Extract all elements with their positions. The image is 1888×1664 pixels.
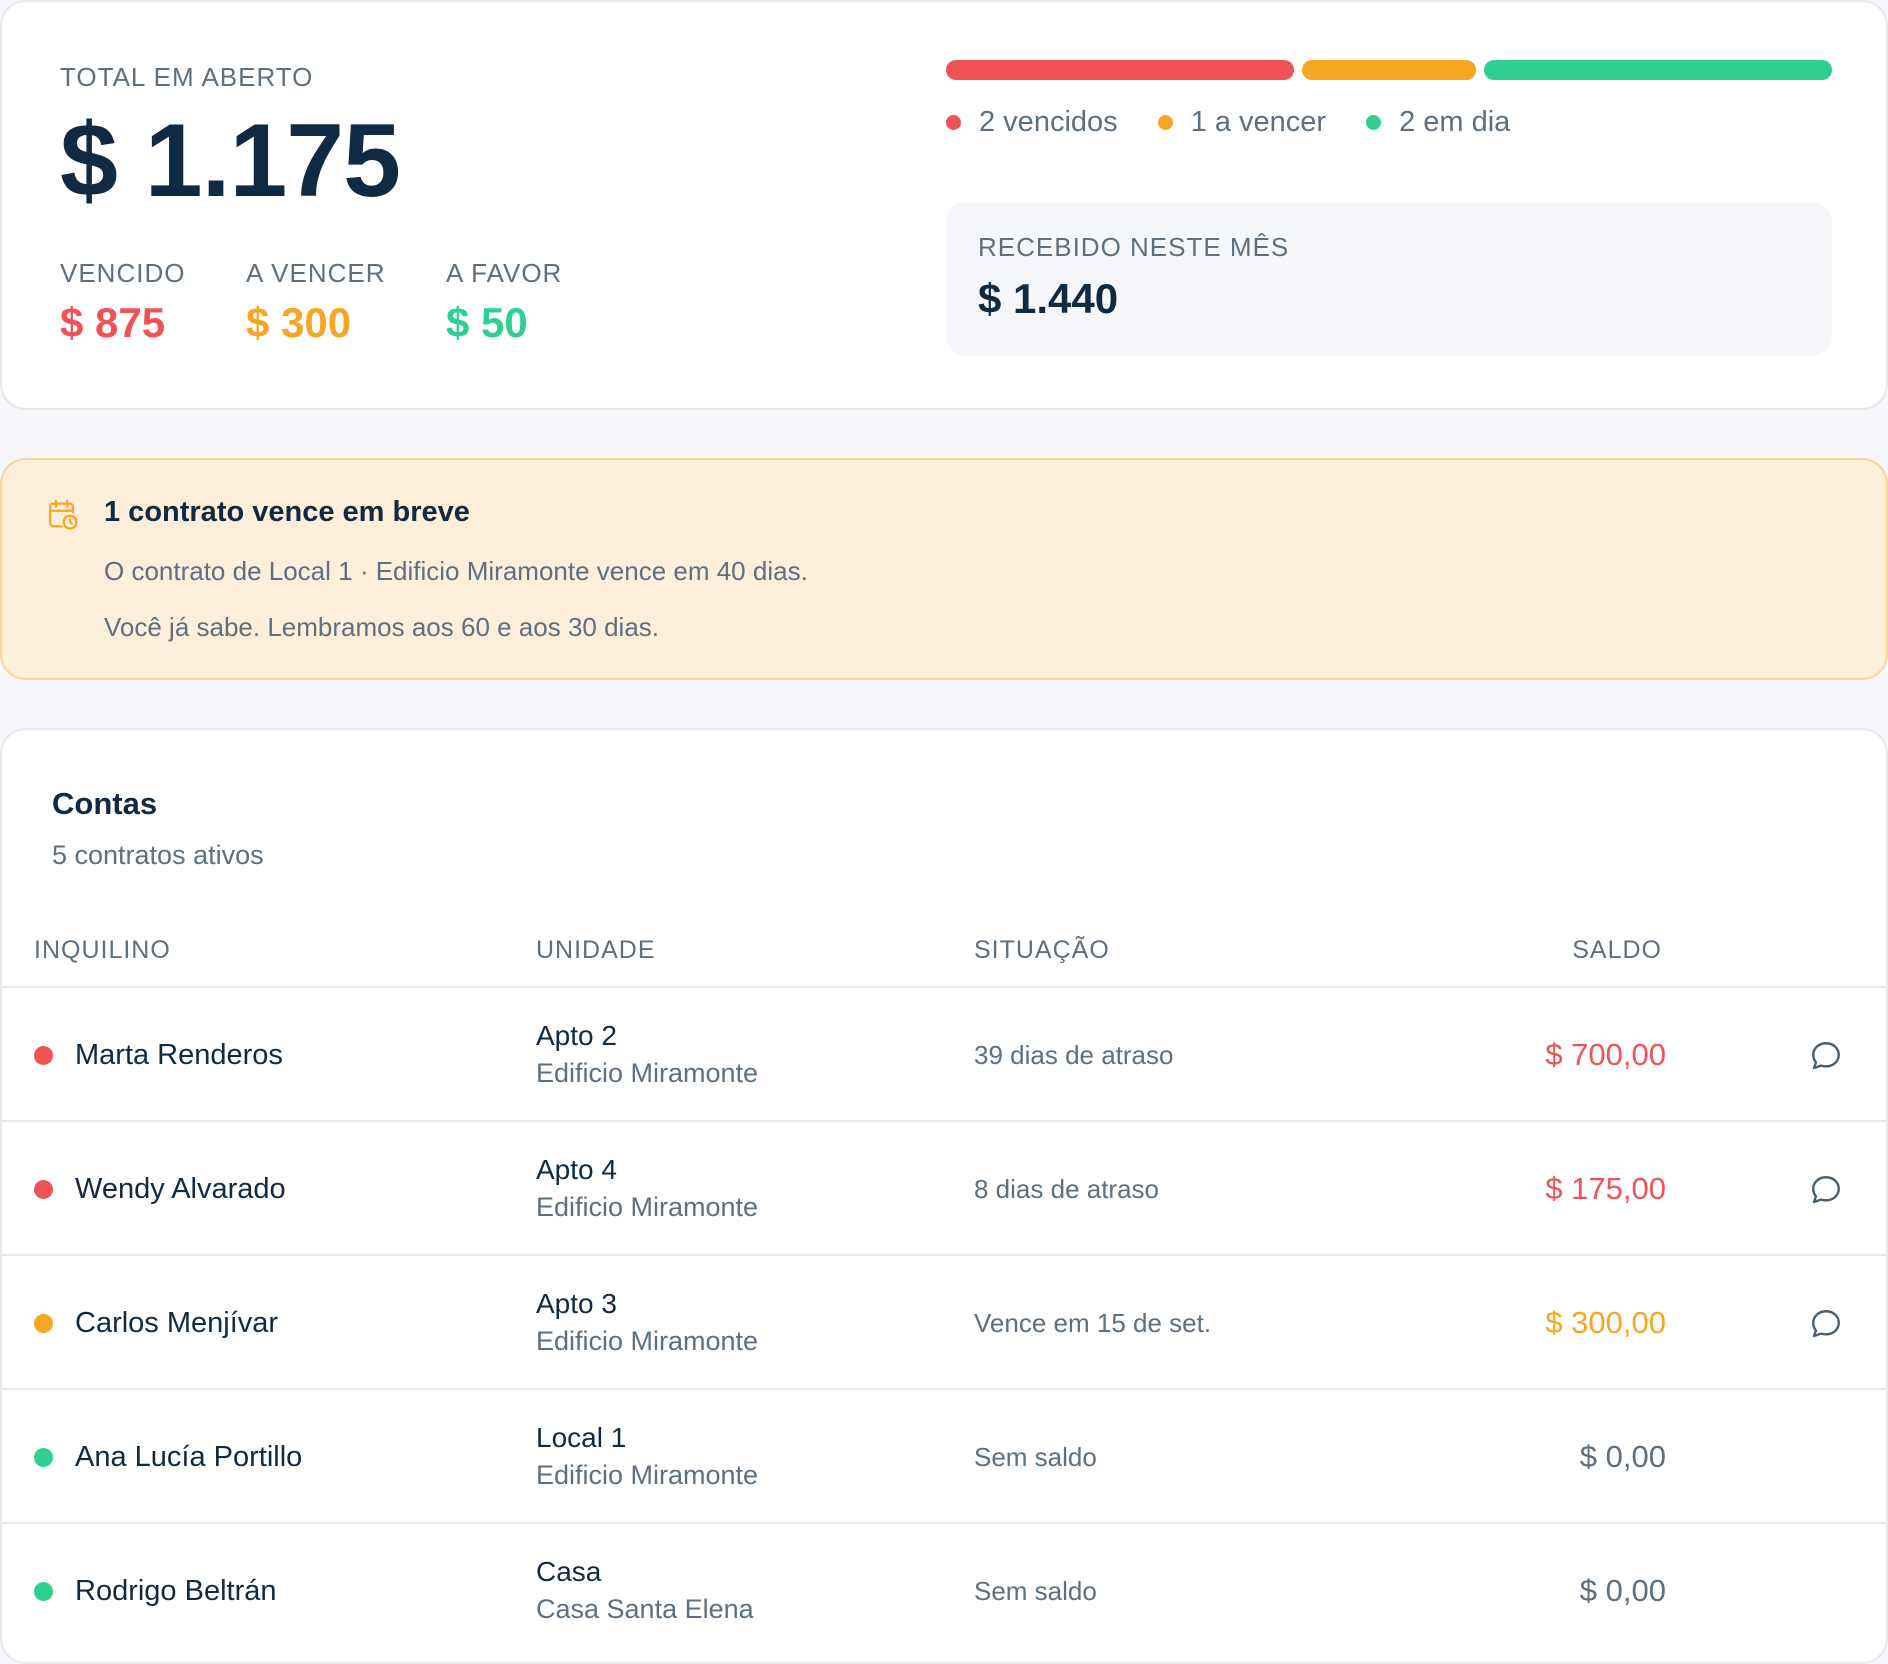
status-bar-segment xyxy=(946,60,1294,80)
calendar-clock-icon xyxy=(49,499,78,530)
alert-message: O contrato de Local 1 · Edificio Miramon… xyxy=(104,556,808,586)
unit-cell: Apto 3 Edificio Miramonte xyxy=(536,1288,758,1357)
legend-overdue: 2 vencidos xyxy=(946,106,1118,139)
tenant-name: Carlos Menjívar xyxy=(75,1306,279,1339)
table-row[interactable]: Rodrigo Beltrán Casa Casa Santa Elena Sem s… xyxy=(2,1522,1886,1658)
tenant-cell: Carlos Menjívar xyxy=(34,1256,278,1390)
status-text: 39 dias de atraso xyxy=(974,1039,1174,1070)
unit-cell: Apto 4 Edificio Miramonte xyxy=(536,1154,758,1223)
tenant-cell: Wendy Alvarado xyxy=(34,1122,286,1256)
status-text: Sem saldo xyxy=(974,1441,1097,1472)
column-header-unit: UNIDADE xyxy=(536,936,656,964)
table-row[interactable]: Marta Renderos Apto 2 Edificio Miramonte 39… xyxy=(2,986,1886,1122)
building-name: Edificio Miramonte xyxy=(536,1192,759,1222)
message-bubble-icon[interactable] xyxy=(1808,1172,1844,1208)
building-name: Edificio Miramonte xyxy=(536,1326,759,1356)
status-dot-icon xyxy=(34,1179,53,1199)
column-header-status: SITUAÇÃO xyxy=(974,936,1110,964)
contract-expiry-alert: 1 contrato vence em breve O contrato de … xyxy=(0,458,1888,680)
legend-overdue-label: 2 vencidos xyxy=(979,106,1118,138)
total-open-label: TOTAL EM ABERTO xyxy=(60,62,314,92)
unit-cell: Apto 2 Edificio Miramonte xyxy=(536,1020,758,1089)
summary-card: TOTAL EM ABERTO $ 1.175 VENCIDO $ 875 A … xyxy=(0,0,1888,410)
status-dot-icon xyxy=(34,1045,53,1065)
upcoming-label: A VENCER xyxy=(246,258,386,288)
status-distribution-bar xyxy=(946,60,1832,80)
legend-upcoming-label: 1 a vencer xyxy=(1190,106,1327,138)
upcoming-value: $ 300 xyxy=(246,299,352,346)
tenant-name: Wendy Alvarado xyxy=(75,1172,286,1205)
table-row[interactable]: Wendy Alvarado Apto 4 Edificio Miramonte 8 … xyxy=(2,1120,1886,1256)
message-bubble-icon[interactable] xyxy=(1808,1038,1844,1074)
status-bar-segment xyxy=(1302,60,1476,80)
unit-name: Apto 2 xyxy=(536,1020,617,1051)
current-dot-icon xyxy=(1366,115,1382,130)
status-text: 8 dias de atraso xyxy=(974,1173,1160,1204)
balance-value: $ 0,00 xyxy=(1579,1439,1666,1474)
status-legend: 2 vencidos 1 a vencer 2 em dia xyxy=(946,106,1510,139)
tenant-name: Marta Renderos xyxy=(75,1038,283,1071)
legend-upcoming: 1 a vencer xyxy=(1157,106,1327,139)
status-text: Vence em 15 de set. xyxy=(974,1307,1212,1338)
upcoming-dot-icon xyxy=(1157,115,1173,130)
building-name: Casa Santa Elena xyxy=(536,1594,754,1624)
credit-label: A FAVOR xyxy=(446,258,563,288)
unit-cell: Casa Casa Santa Elena xyxy=(536,1556,754,1625)
status-text: Sem saldo xyxy=(974,1575,1097,1606)
tenant-cell: Marta Renderos xyxy=(34,988,283,1122)
upcoming-summary: A VENCER $ 300 xyxy=(246,258,386,347)
column-header-tenant: INQUILINO xyxy=(34,936,171,964)
overdue-dot-icon xyxy=(946,115,961,130)
balance-value: $ 700,00 xyxy=(1545,1037,1666,1072)
status-dot-icon xyxy=(34,1581,53,1601)
status-dot-icon xyxy=(34,1447,53,1467)
accounts-subtitle: 5 contratos ativos xyxy=(52,840,264,870)
overdue-label: VENCIDO xyxy=(60,258,186,288)
unit-name: Local 1 xyxy=(536,1422,627,1453)
table-row[interactable]: Carlos Menjívar Apto 3 Edificio Miramonte V… xyxy=(2,1254,1886,1390)
legend-current-label: 2 em dia xyxy=(1399,106,1511,138)
overdue-summary: VENCIDO $ 875 xyxy=(60,258,185,347)
status-bar-segment xyxy=(1484,60,1832,80)
legend-current: 2 em dia xyxy=(1366,106,1510,139)
unit-name: Apto 4 xyxy=(536,1154,617,1185)
overdue-value: $ 875 xyxy=(60,299,166,346)
accounts-card: Contas 5 contratos ativos INQUILINO UNID… xyxy=(0,728,1888,1664)
received-this-month-box: RECEBIDO NESTE MÊS $ 1.440 xyxy=(946,202,1832,356)
balance-value: $ 175,00 xyxy=(1545,1171,1666,1206)
building-name: Edificio Miramonte xyxy=(536,1460,759,1490)
tenant-name: Ana Lucía Portillo xyxy=(75,1440,303,1473)
received-value: $ 1.440 xyxy=(978,275,1119,322)
tenant-cell: Rodrigo Beltrán xyxy=(34,1524,277,1658)
column-header-balance: SALDO xyxy=(1572,936,1662,964)
message-bubble-icon[interactable] xyxy=(1808,1306,1844,1342)
building-name: Edificio Miramonte xyxy=(536,1058,759,1088)
unit-name: Apto 3 xyxy=(536,1288,617,1319)
alert-title: 1 contrato vence em breve xyxy=(104,496,470,528)
alert-reminder-note: Você já sabe. Lembramos aos 60 e aos 30 … xyxy=(104,612,660,642)
received-label: RECEBIDO NESTE MÊS xyxy=(978,232,1290,262)
tenant-name: Rodrigo Beltrán xyxy=(75,1574,277,1607)
total-open-value: $ 1.175 xyxy=(60,103,401,219)
table-row[interactable]: Ana Lucía Portillo Local 1 Edificio Miramo… xyxy=(2,1388,1886,1524)
tenant-cell: Ana Lucía Portillo xyxy=(34,1390,302,1524)
unit-name: Casa xyxy=(536,1556,602,1587)
unit-cell: Local 1 Edificio Miramonte xyxy=(536,1422,758,1491)
status-dot-icon xyxy=(34,1313,53,1333)
credit-summary: A FAVOR $ 50 xyxy=(446,258,562,347)
balance-value: $ 300,00 xyxy=(1545,1305,1666,1340)
accounts-table: Marta Renderos Apto 2 Edificio Miramonte 39… xyxy=(2,986,1886,1658)
credit-value: $ 50 xyxy=(446,299,528,346)
balance-value: $ 0,00 xyxy=(1579,1573,1666,1608)
accounts-title: Contas xyxy=(52,786,158,821)
